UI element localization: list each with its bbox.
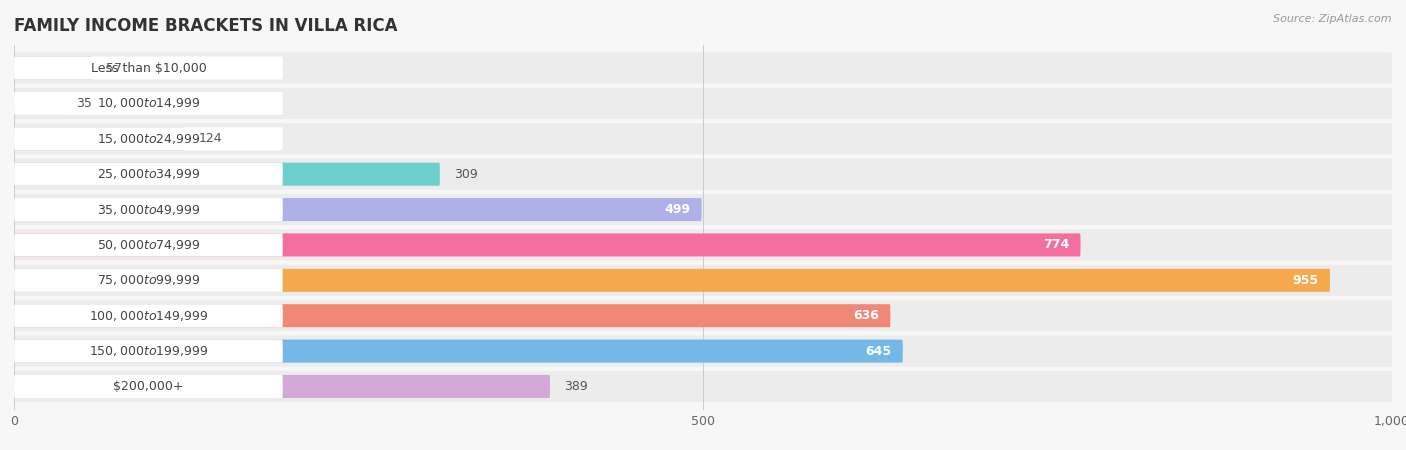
- FancyBboxPatch shape: [14, 127, 186, 150]
- Text: 636: 636: [853, 309, 879, 322]
- FancyBboxPatch shape: [14, 375, 283, 398]
- Text: 774: 774: [1043, 238, 1070, 252]
- FancyBboxPatch shape: [14, 340, 903, 363]
- Text: 35: 35: [76, 97, 91, 110]
- Text: 389: 389: [564, 380, 588, 393]
- FancyBboxPatch shape: [14, 198, 702, 221]
- Text: 57: 57: [107, 62, 122, 75]
- Text: $100,000 to $149,999: $100,000 to $149,999: [89, 309, 208, 323]
- Text: Source: ZipAtlas.com: Source: ZipAtlas.com: [1274, 14, 1392, 23]
- FancyBboxPatch shape: [14, 57, 93, 80]
- FancyBboxPatch shape: [14, 265, 1392, 296]
- FancyBboxPatch shape: [14, 158, 1392, 190]
- Text: FAMILY INCOME BRACKETS IN VILLA RICA: FAMILY INCOME BRACKETS IN VILLA RICA: [14, 17, 398, 35]
- Text: $15,000 to $24,999: $15,000 to $24,999: [97, 132, 200, 146]
- FancyBboxPatch shape: [14, 53, 1392, 84]
- FancyBboxPatch shape: [14, 304, 283, 327]
- Text: $150,000 to $199,999: $150,000 to $199,999: [89, 344, 208, 358]
- FancyBboxPatch shape: [14, 162, 440, 186]
- Text: $25,000 to $34,999: $25,000 to $34,999: [97, 167, 200, 181]
- FancyBboxPatch shape: [14, 194, 1392, 225]
- Text: $35,000 to $49,999: $35,000 to $49,999: [97, 202, 200, 216]
- FancyBboxPatch shape: [14, 162, 283, 186]
- Text: $10,000 to $14,999: $10,000 to $14,999: [97, 96, 200, 110]
- Text: 124: 124: [198, 132, 222, 145]
- FancyBboxPatch shape: [14, 304, 890, 327]
- FancyBboxPatch shape: [14, 336, 1392, 367]
- FancyBboxPatch shape: [14, 300, 1392, 331]
- Text: 499: 499: [665, 203, 690, 216]
- FancyBboxPatch shape: [14, 340, 283, 363]
- FancyBboxPatch shape: [14, 375, 550, 398]
- Text: 645: 645: [866, 345, 891, 358]
- Text: 309: 309: [454, 168, 478, 180]
- FancyBboxPatch shape: [14, 234, 1081, 256]
- FancyBboxPatch shape: [14, 269, 1330, 292]
- FancyBboxPatch shape: [14, 230, 1392, 261]
- FancyBboxPatch shape: [14, 88, 1392, 119]
- FancyBboxPatch shape: [14, 92, 62, 115]
- FancyBboxPatch shape: [14, 57, 283, 80]
- FancyBboxPatch shape: [14, 123, 1392, 154]
- Text: $75,000 to $99,999: $75,000 to $99,999: [97, 273, 200, 288]
- Text: Less than $10,000: Less than $10,000: [90, 62, 207, 75]
- Text: $50,000 to $74,999: $50,000 to $74,999: [97, 238, 200, 252]
- Text: 955: 955: [1292, 274, 1319, 287]
- FancyBboxPatch shape: [14, 92, 283, 115]
- FancyBboxPatch shape: [14, 127, 283, 150]
- FancyBboxPatch shape: [14, 234, 283, 256]
- FancyBboxPatch shape: [14, 198, 283, 221]
- FancyBboxPatch shape: [14, 371, 1392, 402]
- Text: $200,000+: $200,000+: [112, 380, 184, 393]
- FancyBboxPatch shape: [14, 269, 283, 292]
